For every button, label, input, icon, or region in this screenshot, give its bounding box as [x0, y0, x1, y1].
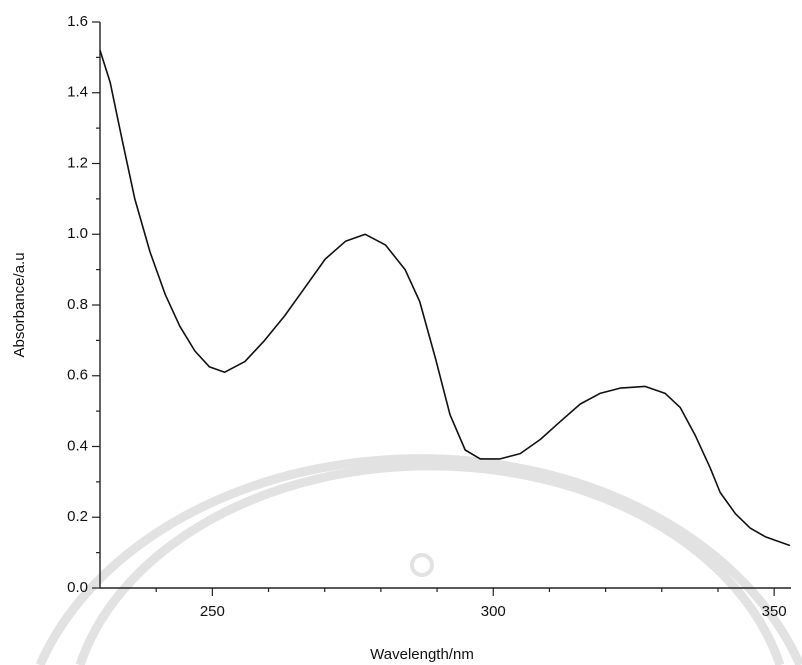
watermark: [35, 454, 802, 665]
y-tick-label: 1.2: [67, 154, 88, 171]
x-tick-label: 300: [481, 603, 506, 620]
y-tick-label: 1.4: [67, 84, 88, 101]
x-axis-label: Wavelength/nm: [370, 646, 474, 663]
y-tick-label: 0.0: [67, 579, 88, 596]
y-tick-label: 0.6: [67, 367, 88, 384]
y-axis-label: Absorbance/a.u: [11, 252, 28, 357]
watermark-arc: [35, 454, 802, 665]
x-tick-label: 250: [200, 603, 225, 620]
watermark-circle: [410, 553, 434, 577]
data-line: [99, 50, 791, 547]
y-tick-label: 0.4: [67, 437, 88, 454]
y-tick-label: 0.2: [67, 508, 88, 525]
y-tick-label: 1.0: [67, 225, 88, 242]
x-tick-label: 350: [762, 603, 787, 620]
watermark-arc: [75, 461, 785, 665]
y-tick-label: 0.8: [67, 296, 88, 313]
y-tick-label: 1.6: [67, 13, 88, 30]
